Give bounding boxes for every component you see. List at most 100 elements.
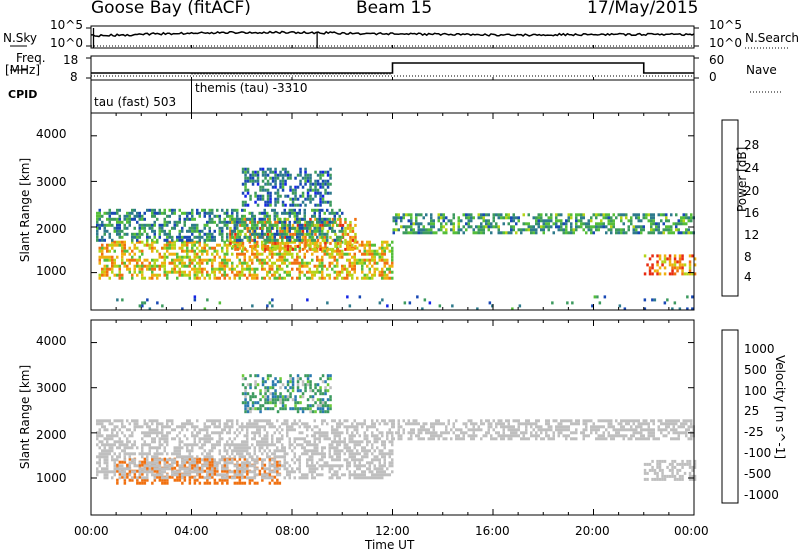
- velocity-cell: [283, 455, 286, 459]
- velocity-cell: [314, 410, 317, 414]
- velocity-cell: [311, 434, 314, 438]
- power-cell: [391, 258, 394, 262]
- power-cell: [565, 231, 568, 235]
- velocity-cell: [273, 470, 276, 474]
- velocity-cell: [324, 386, 327, 390]
- power-cell: [183, 223, 186, 227]
- velocity-cell: [303, 446, 306, 450]
- power-cell: [261, 170, 265, 174]
- power-cell: [289, 185, 292, 189]
- power-cell: [186, 243, 189, 247]
- power-cell: [256, 179, 260, 183]
- power-cell: [98, 208, 101, 212]
- power-cell: [286, 247, 290, 251]
- power-cell: [221, 229, 224, 233]
- power-cell: [101, 267, 104, 271]
- velocity-cell: [391, 464, 394, 468]
- power-cell: [650, 228, 653, 232]
- velocity-cell: [288, 443, 291, 447]
- velocity-cell: [196, 467, 199, 471]
- velocity-cell: [363, 449, 366, 453]
- power-cell: [324, 191, 327, 195]
- power-cell: [547, 216, 550, 220]
- velocity-cell: [283, 419, 286, 423]
- power-cell: [193, 249, 196, 253]
- velocity-cell: [512, 425, 515, 429]
- power-cell: [191, 258, 194, 262]
- power-cell: [354, 238, 357, 242]
- velocity-cell: [208, 472, 212, 476]
- power-cell: [178, 261, 181, 265]
- power-cell: [338, 214, 341, 218]
- power-cell: [334, 232, 337, 236]
- power-cell: [186, 273, 189, 277]
- power-cell: [373, 243, 376, 247]
- power-cell: [677, 228, 680, 232]
- velocity-cell: [620, 419, 623, 423]
- power-cell: [221, 208, 224, 212]
- power-cell: [651, 263, 654, 267]
- velocity-cell: [271, 395, 275, 399]
- power-cell: [166, 220, 169, 224]
- power-cell: [445, 228, 448, 232]
- velocity-cell: [256, 467, 259, 471]
- power-cell: [602, 225, 605, 229]
- power-cell: [108, 255, 111, 259]
- power-cell: [201, 208, 204, 212]
- velocity-cell: [183, 458, 186, 462]
- power-cell: [136, 235, 139, 239]
- power-cell: [666, 257, 669, 261]
- power-cell: [690, 216, 693, 220]
- velocity-cell: [660, 428, 663, 432]
- power-cell: [241, 203, 245, 207]
- power-cell: [339, 241, 342, 245]
- velocity-cell: [643, 468, 647, 472]
- power-cell: [111, 258, 114, 262]
- velocity-cell: [373, 437, 376, 441]
- power-cell: [517, 219, 520, 223]
- power-cell: [256, 273, 259, 277]
- power-cell: [226, 258, 229, 262]
- velocity-cell: [647, 422, 650, 426]
- power-cell: [166, 276, 169, 280]
- power-cell: [186, 240, 189, 244]
- power-cell: [686, 307, 689, 311]
- velocity-cell: [193, 443, 196, 447]
- power-cell: [318, 211, 321, 215]
- power-cell: [321, 194, 325, 198]
- velocity-cell: [278, 440, 281, 444]
- velocity-cell: [188, 467, 191, 471]
- velocity-cell: [141, 481, 144, 485]
- power-cell: [368, 258, 371, 262]
- velocity-cell: [141, 467, 144, 471]
- power-cell: [96, 226, 99, 230]
- power-cell: [133, 243, 136, 247]
- power-cell: [156, 249, 159, 253]
- power-cell: [353, 246, 356, 250]
- power-cell: [495, 222, 498, 226]
- power-cell: [361, 252, 364, 256]
- power-cell: [582, 228, 585, 232]
- velocity-cell: [517, 434, 520, 438]
- velocity-cell: [226, 431, 229, 435]
- velocity-cell: [173, 428, 176, 432]
- power-cell: [201, 229, 204, 233]
- velocity-cell: [356, 425, 359, 429]
- velocity-cell: [348, 455, 351, 459]
- velocity-cell: [188, 464, 191, 468]
- velocity-cell: [98, 428, 101, 432]
- power-cell: [264, 182, 267, 186]
- velocity-cell: [213, 458, 216, 462]
- power-cell: [637, 216, 640, 220]
- velocity-cell: [228, 455, 231, 459]
- power-cell: [480, 216, 483, 220]
- power-cell: [249, 173, 252, 177]
- power-cell: [675, 225, 678, 229]
- power-cell: [336, 217, 340, 221]
- velocity-cell: [383, 452, 386, 456]
- power-cell: [368, 252, 371, 256]
- power-cell: [660, 231, 663, 235]
- power-cell: [580, 225, 583, 229]
- power-cell: [344, 226, 347, 230]
- power-cell: [323, 232, 326, 236]
